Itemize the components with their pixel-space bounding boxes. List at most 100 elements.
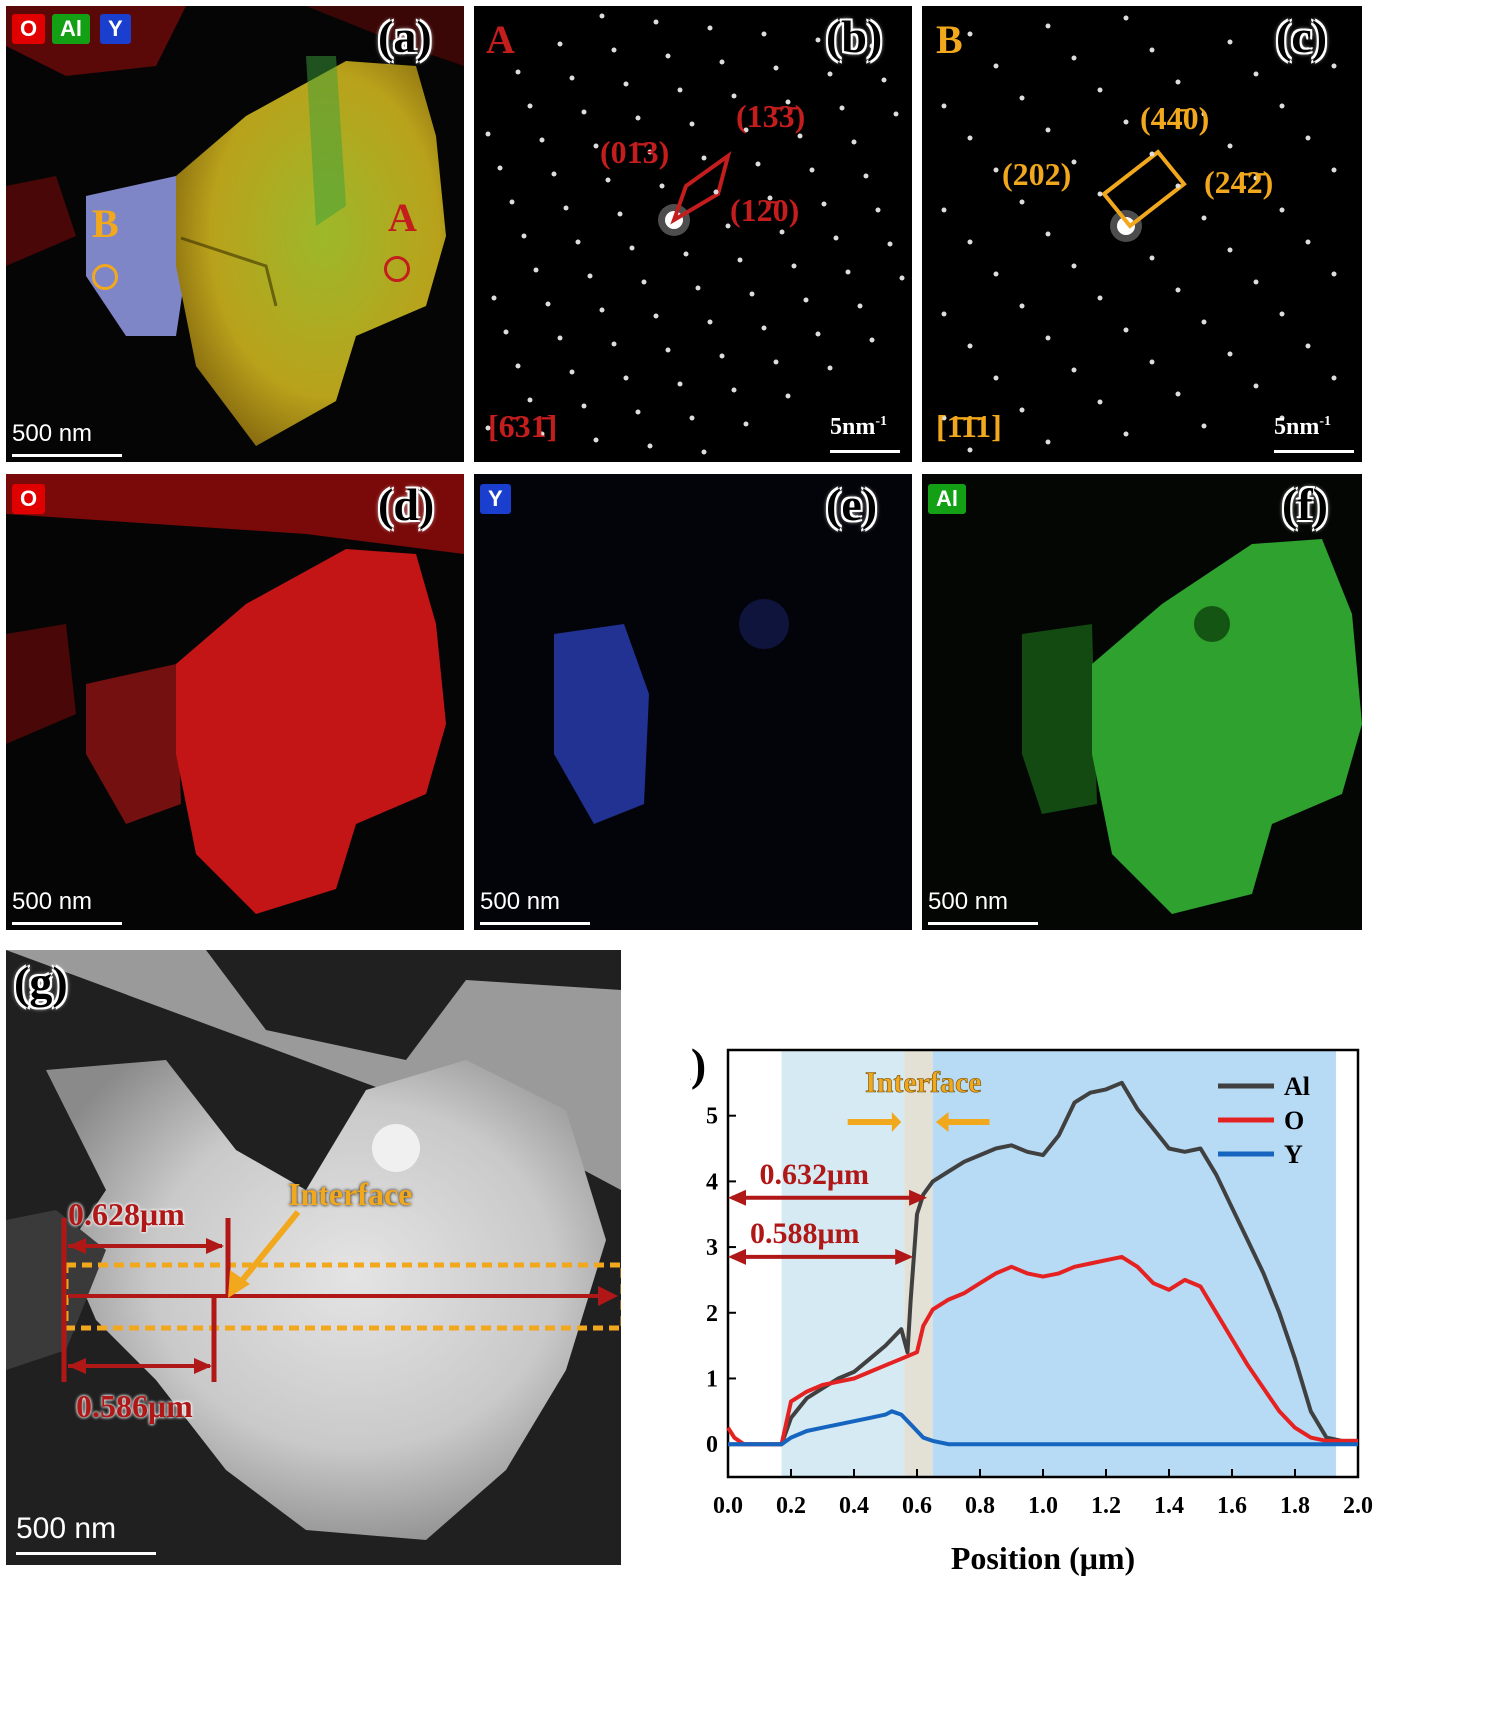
- panel-label-h: (h): [690, 1039, 706, 1090]
- diffraction-spot: [677, 381, 683, 387]
- diffraction-spot: [1123, 327, 1129, 333]
- badge-yttrium-e: Y: [480, 484, 511, 514]
- y-tick-label: 3: [706, 1235, 718, 1261]
- y-tick-label: 4: [706, 1169, 718, 1195]
- diffraction-spot: [527, 103, 533, 109]
- region-label-c: B: [936, 17, 963, 62]
- interface-arrowhead-left: [891, 1112, 902, 1132]
- panel-label-e: (e): [826, 479, 878, 530]
- diffraction-spot: [1097, 295, 1103, 301]
- distance-arrowhead-bottom-left: [728, 1248, 746, 1265]
- diffraction-spot: [1123, 431, 1129, 437]
- diffraction-spot: [1175, 287, 1181, 293]
- x-tick-label: 1.6: [1217, 1493, 1247, 1519]
- line-profile-chart: 0.0 0.2 0.4 0.6 0.8 1.0 1.2 1.4 1.6 1.8 2.0 0 1 2 3 4 5 P…: [641, 1030, 1495, 1708]
- distance-arrowhead-top-right: [909, 1189, 928, 1206]
- diffraction-spot: [623, 375, 629, 381]
- diffraction-spot: [587, 273, 593, 279]
- diffraction-spot: [665, 347, 671, 353]
- diffraction-spot: [1175, 391, 1181, 397]
- diffraction-spot: [1097, 191, 1103, 197]
- diffraction-spot: [653, 313, 659, 319]
- panel-g-haadf-image: (g) Interface 0.628μm 0.586μm 500 nm: [6, 950, 621, 1565]
- diffraction-spot: [557, 41, 563, 47]
- diffraction-spot: [1175, 79, 1181, 85]
- scale-bar-d: 500 nm: [12, 888, 122, 925]
- diffraction-spot: [503, 329, 509, 335]
- diffraction-spot: [1071, 159, 1077, 165]
- diffraction-spot: [887, 241, 893, 247]
- diffraction-spot: [1201, 111, 1207, 117]
- distance-arrowhead-bottom-right: [895, 1248, 914, 1265]
- diffraction-spot: [551, 171, 557, 177]
- diffraction-spot: [869, 337, 875, 343]
- badge-oxygen: O: [12, 14, 46, 44]
- point-a-marker: [384, 256, 410, 282]
- line-profile-svg: 0.0 0.2 0.4 0.6 0.8 1.0 1.2 1.4 1.6 1.8 2.0 0 1 2 3 4 5 P…: [641, 1039, 1373, 1576]
- diffraction-spot: [689, 415, 695, 421]
- diffraction-spot: [809, 167, 815, 173]
- diffraction-spot: [641, 279, 647, 285]
- diffraction-spot: [1331, 167, 1337, 173]
- diffraction-spot: [515, 363, 521, 369]
- diffraction-pattern-b: [474, 6, 912, 462]
- x-tick-label: 0.6: [902, 1493, 932, 1519]
- y-tick-label: 2: [706, 1301, 718, 1327]
- diffraction-spot: [827, 71, 833, 77]
- diffraction-spot: [821, 201, 827, 207]
- diffraction-spot: [1201, 215, 1207, 221]
- diffraction-spot: [1305, 135, 1311, 141]
- panel-label-a: (a): [378, 11, 432, 62]
- diffraction-spot: [1149, 359, 1155, 365]
- badge-yttrium: Y: [100, 14, 131, 44]
- interface-arrowhead-right: [935, 1112, 949, 1132]
- diffraction-spot: [1331, 63, 1337, 69]
- diffraction-spot: [1019, 407, 1025, 413]
- diffraction-spot: [941, 311, 947, 317]
- diffraction-spot: [701, 449, 707, 455]
- diffraction-spot: [791, 263, 797, 269]
- diffraction-spot: [719, 59, 725, 65]
- miller-index-c-3: (24̄2̄): [1204, 164, 1274, 200]
- panel-label-b: (b): [826, 11, 883, 62]
- diffraction-spot: [1227, 247, 1233, 253]
- legend-label-y: Y: [1284, 1140, 1303, 1169]
- diffraction-spot: [647, 443, 653, 449]
- diffraction-spot: [527, 397, 533, 403]
- diffraction-spot: [743, 127, 749, 133]
- diffraction-spot: [1201, 319, 1207, 325]
- point-a-label: A: [388, 195, 417, 240]
- diffraction-spot: [1149, 47, 1155, 53]
- diffraction-spot: [773, 359, 779, 365]
- scale-bar-a: 500 nm: [12, 420, 122, 457]
- x-tick-label: 0.0: [713, 1493, 743, 1519]
- diffraction-spot: [857, 303, 863, 309]
- diffraction-spot: [967, 447, 973, 453]
- distance-label-588: 0.588μm: [750, 1217, 860, 1250]
- diffraction-spot: [1019, 303, 1025, 309]
- interface-overlay: [61, 1210, 621, 1382]
- panel-f-aluminum-map: Al (f) 500 nm: [922, 474, 1362, 930]
- yttrium-map-image: [474, 474, 912, 930]
- miller-index-b-2: (01̄3): [600, 134, 670, 170]
- diffraction-spot: [743, 421, 749, 427]
- diffraction-spot: [773, 65, 779, 71]
- diffraction-spot: [539, 431, 545, 437]
- diffraction-spot: [1019, 95, 1025, 101]
- diffraction-spot: [967, 343, 973, 349]
- diffraction-spot: [515, 69, 521, 75]
- badge-oxygen-d: O: [12, 484, 46, 514]
- diffraction-spot: [1149, 255, 1155, 261]
- diffraction-spot: [707, 25, 713, 31]
- y-tick-label: 0: [706, 1432, 718, 1458]
- diffraction-spot: [993, 375, 999, 381]
- diffraction-spot: [785, 99, 791, 105]
- diffraction-spot: [1123, 119, 1129, 125]
- diffraction-spot: [1123, 15, 1129, 21]
- distance-label-bottom: 0.586μm: [76, 1388, 193, 1424]
- oxygen-map-image: [6, 474, 464, 930]
- diffraction-spot: [893, 111, 899, 117]
- diffraction-spot: [1045, 335, 1051, 341]
- x-axis-label: Position (μm): [951, 1540, 1135, 1576]
- diffraction-spot: [993, 63, 999, 69]
